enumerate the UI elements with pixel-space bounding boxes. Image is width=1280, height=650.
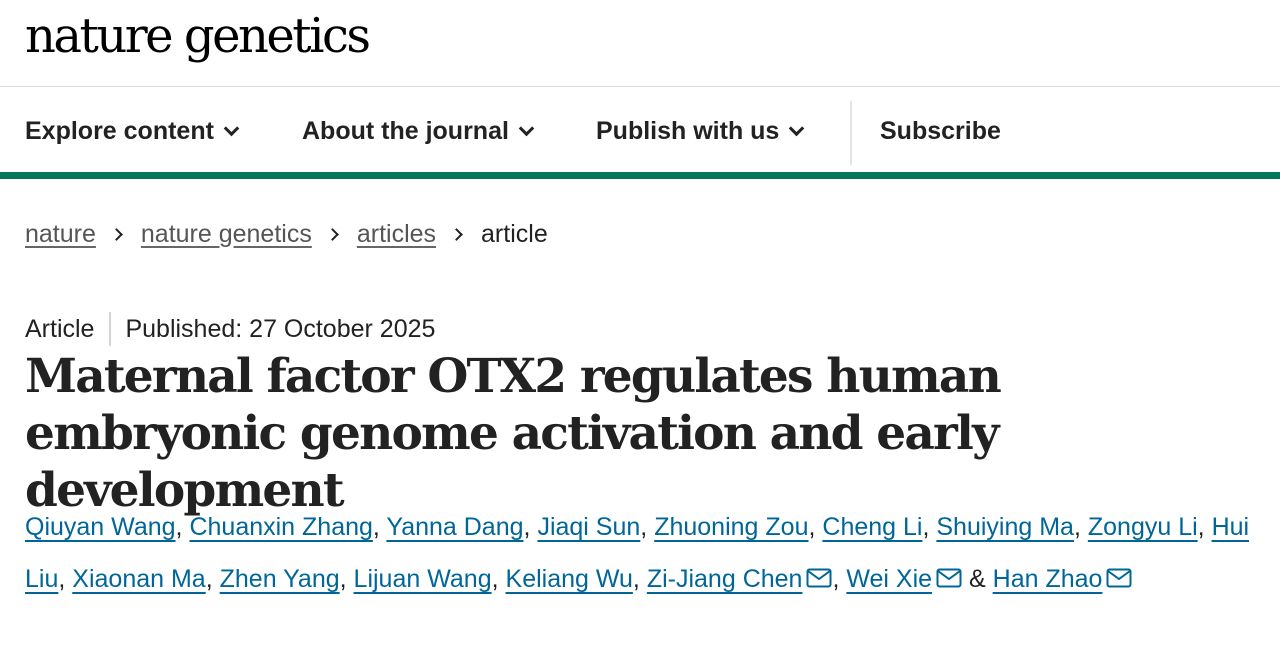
chevron-down-icon [518,120,535,136]
nav-about-journal[interactable]: About the journal [302,117,535,146]
mail-icon[interactable] [936,568,962,588]
author-link[interactable]: Qiuyan Wang [25,513,176,541]
breadcrumb: nature nature genetics articles article [25,220,548,249]
site-header: nature genetics [0,0,1280,87]
mail-icon[interactable] [1106,568,1132,588]
nav-about-label: About the journal [302,117,509,145]
article-meta: Article Published: 27 October 2025 [25,312,435,346]
author-list: Qiuyan Wang, Chuanxin Zhang, Yanna Dang,… [25,513,1250,593]
chevron-right-icon [110,228,123,241]
author-link[interactable]: Zongyu Li [1087,513,1198,541]
author-link[interactable]: Chuanxin Zhang [189,513,373,541]
author-link[interactable]: Yanna Dang [386,513,524,541]
breadcrumb-current: article [481,220,548,248]
author-link[interactable]: Shuiying Ma [936,513,1074,541]
article-type: Article [25,314,95,343]
nav-publish-label: Publish with us [596,117,780,145]
meta-divider [109,312,112,346]
breadcrumb-nature-genetics[interactable]: nature genetics [140,220,312,248]
chevron-down-icon [223,120,240,136]
author-link[interactable]: Lijuan Wang [353,565,492,593]
breadcrumb-nature[interactable]: nature [25,220,96,248]
author-link[interactable]: Keliang Wu [505,565,633,593]
author-link[interactable]: Zi-Jiang Chen [646,565,803,593]
nav-explore-content[interactable]: Explore content [25,117,240,146]
nav-subscribe-label: Subscribe [880,117,1001,145]
author-link[interactable]: Cheng Li [822,513,923,541]
author-link[interactable]: Wei Xie [846,565,933,593]
nav-explore-label: Explore content [25,117,214,145]
published-date: Published: 27 October 2025 [125,314,436,343]
author-link[interactable]: Hui Liu [25,513,1250,593]
chevron-right-icon [325,228,339,241]
author-link[interactable]: Xiaonan Ma [72,565,206,593]
author-link[interactable]: Zhen Yang [219,565,340,593]
nav-divider [850,101,852,165]
author-link[interactable]: Zhuoning Zou [654,513,809,541]
article-title: Maternal factor OTX2 regulates human emb… [25,349,1002,518]
breadcrumb-articles[interactable]: articles [356,220,437,248]
author-link[interactable]: Han Zhao [992,565,1103,593]
main-nav: Explore content About the journal Publis… [0,87,1280,179]
chevron-right-icon [450,228,463,241]
chevron-down-icon [789,120,805,136]
nav-subscribe[interactable]: Subscribe [880,117,1001,146]
nav-publish-with-us[interactable]: Publish with us [596,117,805,146]
mail-icon[interactable] [806,568,832,588]
author-link[interactable]: Jiaqi Sun [537,513,641,541]
journal-logo[interactable]: nature genetics [25,8,371,64]
